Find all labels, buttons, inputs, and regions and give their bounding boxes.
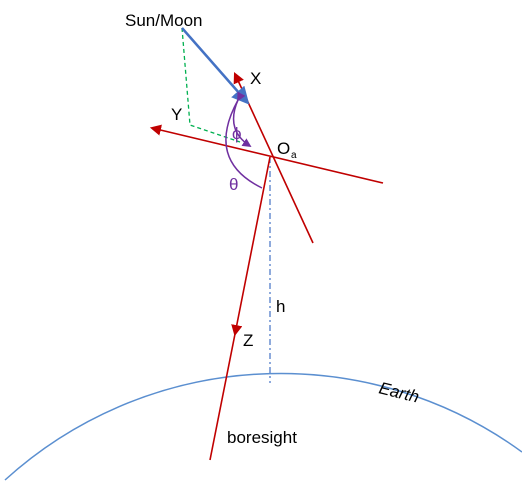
sun-vector xyxy=(181,27,250,105)
theta-label: θ xyxy=(229,175,238,194)
y-label: Y xyxy=(171,105,182,124)
z-axis xyxy=(231,156,271,337)
origin-subscript: a xyxy=(291,150,297,161)
phi-label: ϕ xyxy=(232,124,242,143)
theta-arc xyxy=(225,91,263,189)
source-label: Sun/Moon xyxy=(125,11,203,30)
boresight-line xyxy=(209,333,236,461)
z-label: Z xyxy=(243,331,253,350)
earth-arc xyxy=(4,372,522,481)
boresight-label: boresight xyxy=(227,428,297,447)
x-axis xyxy=(233,71,314,244)
height-label: h xyxy=(276,297,285,316)
y-axis xyxy=(149,124,384,184)
x-label: X xyxy=(250,69,261,88)
earth-label: Earth xyxy=(377,378,421,406)
origin-label: O xyxy=(277,139,290,158)
